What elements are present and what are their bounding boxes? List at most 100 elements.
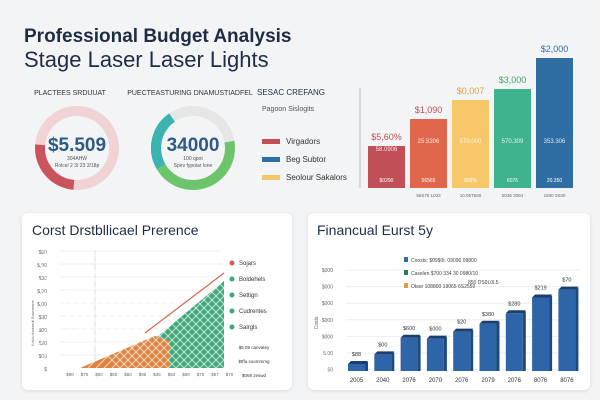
legend-label: Caselen $700 334 30 0980/10 (411, 271, 478, 277)
x-tick-label: 2040 (376, 378, 390, 384)
bar-side (496, 321, 500, 371)
cost-distribution-card: Corst Drstbllicael Prerence $90 $,90 $30 $,… (22, 213, 292, 390)
y-tick-label: 50 (327, 368, 333, 374)
y-tick-label: $20 (39, 341, 48, 347)
page-subtitle: Stage Laser Laser Lights (24, 47, 269, 72)
series-area (80, 336, 170, 368)
bar (532, 297, 550, 371)
y-axis-label: Bolccebarzedt Sowonone (30, 300, 35, 346)
hatch (215, 247, 292, 325)
legend-label: Boldehels (239, 277, 265, 283)
card-title: Financual Eurst 5y (317, 222, 433, 238)
bar-top-label: $2,000 (541, 44, 569, 54)
bar-inner-label: 570.000 (460, 139, 482, 145)
legend-swatch-icon (404, 257, 408, 262)
y-tick-label: $000 (322, 334, 333, 340)
bar-inner-label: 58.0906 (376, 147, 398, 153)
x-tick-label: $70 (197, 372, 205, 377)
donut2-line1: 100 qpot (183, 156, 203, 162)
top-legend: Virgadors Beg Subtor Seolour Sakalors (262, 137, 347, 182)
page-title: Professional Budget Analysis (24, 26, 292, 47)
x-tick-label: 2076 (402, 378, 416, 384)
bar-top-label: $3,000 (499, 75, 527, 85)
legend-label: Virgadors (286, 137, 321, 146)
legend-item: Beg Subtor (262, 155, 347, 164)
donut1-line2: Rolcel 2 3/ 23 3/18p (54, 163, 100, 169)
legend-label: Coosts: $09$0t. 09096 09800 (411, 258, 477, 264)
legend-label: Cudrentes (239, 309, 267, 315)
x-tick-label: 56S75 L033 (416, 193, 441, 198)
y-tick-label: $30 (39, 276, 48, 282)
bar-top (558, 286, 579, 290)
legend-dot-icon (229, 260, 235, 266)
y-axis-label: Costs (314, 316, 320, 329)
top-bar-chart: $5,60% 58.0906 $0290 $1,090 25.5306 56565 56S7… (359, 44, 573, 198)
swatch-icon (262, 157, 280, 162)
bar (536, 58, 573, 188)
bar-value-label: $88 (352, 352, 361, 358)
donut1-slice (35, 106, 119, 190)
bar-top (374, 351, 395, 355)
bar-bottom-label: 56565 (422, 178, 436, 184)
legend-label: Beg Subtor (286, 155, 327, 164)
bar-inner-label: 570.309 (502, 139, 524, 145)
hatch (207, 247, 292, 333)
legend-item: Seolour Sakalors (262, 173, 347, 182)
legend-dot-icon (229, 276, 235, 282)
hatch (223, 247, 292, 317)
bar-bottom-label: $0290 (380, 178, 394, 184)
legend-label: Otsor 108800 19065 6S2550 (411, 284, 475, 290)
hatch (255, 331, 292, 369)
x-tick-label: 5036 3094 (502, 193, 524, 198)
x-tick-label: 2076 (508, 378, 522, 384)
bar (479, 323, 497, 371)
bar-value-label: $280 (508, 301, 520, 307)
bar-top (400, 334, 421, 338)
hatch (263, 339, 292, 369)
x-tick-label: 8076 (534, 378, 548, 384)
bar-value-label: $219 (534, 286, 546, 292)
legend-label: Salrgls (239, 325, 257, 331)
bar-side (417, 335, 421, 371)
x-tick-label: $00 (95, 372, 103, 377)
swatch-icon (262, 175, 280, 180)
note-text: $tffa soommmg (239, 359, 270, 364)
hatch (191, 247, 292, 349)
bar-value-label: $00 (378, 342, 387, 348)
x-tick-label: $70 (226, 372, 234, 377)
bar-value-label: $000 (429, 327, 441, 333)
legend-label: Sojars (239, 261, 256, 267)
y-tick-label: $,00 (37, 302, 47, 308)
bar-side (365, 362, 368, 371)
bar-top (505, 310, 526, 314)
bar (452, 100, 489, 188)
x-tick-label: 2005 (350, 378, 364, 384)
bar (505, 313, 523, 371)
legend-subtitle: Pagoon Sislogits (262, 106, 315, 113)
legend-dot-icon (229, 308, 235, 314)
hatch (231, 307, 292, 369)
x-tick-label: $90 (182, 372, 190, 377)
bar (558, 289, 576, 371)
donut2-line2: Spev fypoiar lone (173, 163, 213, 169)
donut1-chart (35, 106, 119, 190)
bar (400, 337, 418, 371)
x-tick-label: $95 (139, 372, 147, 377)
x-tick-label: 2076 (455, 378, 469, 384)
y-tick-label: $ (44, 367, 47, 373)
note-text: $5.09 canvatey (239, 345, 270, 350)
bar-side (575, 287, 579, 371)
legend-dot-icon (229, 324, 235, 330)
x-tick-label: 1930 S030 (544, 193, 566, 198)
legend-extra: 850 DS0L0L5 (468, 280, 499, 286)
hatch (247, 323, 292, 369)
y-tick-label: 5.00 (323, 351, 333, 357)
legend-item: Virgadors (262, 137, 347, 146)
bar-top-label: $1,090 (415, 105, 443, 115)
bar-side (470, 329, 474, 371)
bar-bottom-label: 6076 (507, 178, 518, 184)
bar-top (426, 335, 447, 339)
hatch (199, 247, 292, 341)
x-tick-label: $70 (81, 372, 89, 377)
bar (368, 146, 405, 188)
